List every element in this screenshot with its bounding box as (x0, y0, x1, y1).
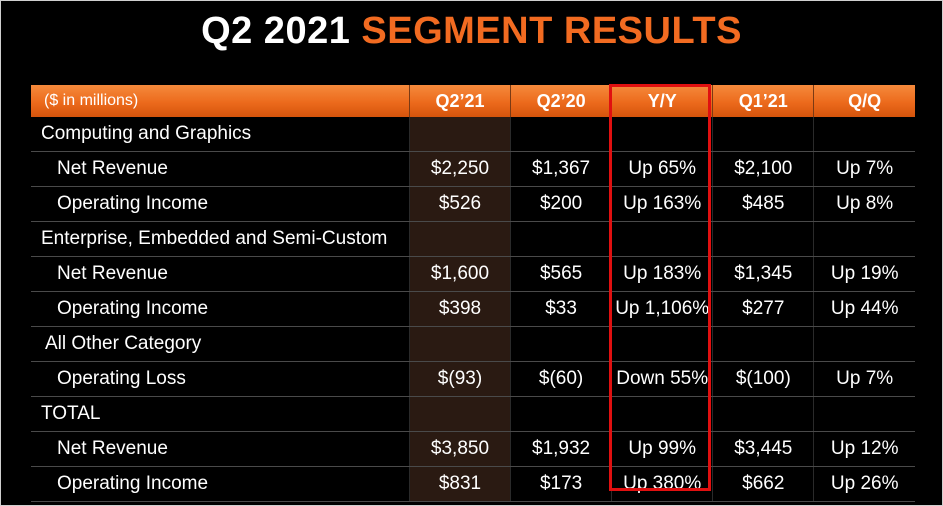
row-label: Enterprise, Embedded and Semi-Custom (31, 221, 410, 257)
row-label: Operating Loss (31, 361, 410, 397)
cell-yy: Down 55% (611, 361, 713, 397)
cell-q2-21: $(93) (408, 361, 511, 397)
cell-qq (813, 326, 915, 362)
cell-q2-21: $2,250 (408, 151, 511, 187)
table-header-row: ($ in millions) Q2’21 Q2’20 Y/Y Q1’21 Q/… (31, 85, 915, 117)
cell-q2-20: $33 (510, 291, 612, 327)
cell-q2-20 (510, 221, 612, 257)
row-label: Net Revenue (31, 431, 410, 467)
cell-qq: Up 7% (813, 361, 915, 397)
header-q1-21: Q1’21 (712, 85, 814, 117)
title-period: Q2 2021 (201, 10, 351, 52)
cell-qq: Up 44% (813, 291, 915, 327)
header-q2-21: Q2’21 (408, 85, 511, 117)
cell-q2-21: $3,850 (408, 431, 511, 467)
cell-q2-20: $565 (510, 256, 612, 292)
section-row-all-other: All Other Category (31, 326, 915, 362)
cell-yy: Up 99% (611, 431, 713, 467)
cell-q2-20: $1,932 (510, 431, 612, 467)
cell-qq: Up 7% (813, 151, 915, 187)
cell-qq (813, 221, 915, 257)
cell-q2-21 (408, 117, 511, 152)
cell-yy (611, 326, 713, 362)
cell-qq (813, 117, 915, 152)
cell-yy: Up 163% (611, 186, 713, 222)
cell-q1-21: $277 (712, 291, 814, 327)
cell-q1-21: $485 (712, 186, 814, 222)
section-row-computing-graphics: Computing and Graphics (31, 117, 915, 152)
header-qq: Q/Q (813, 85, 915, 117)
cell-q1-21 (712, 326, 814, 362)
cell-qq: Up 8% (813, 186, 915, 222)
row-label: Net Revenue (31, 151, 410, 187)
table-row: Net Revenue $2,250 $1,367 Up 65% $2,100 … (31, 151, 915, 187)
cell-q2-21: $831 (408, 466, 511, 502)
cell-q2-20: $1,367 (510, 151, 612, 187)
cell-q1-21: $1,345 (712, 256, 814, 292)
cell-q2-21 (408, 396, 511, 432)
header-q2-20: Q2’20 (510, 85, 612, 117)
table-row: Operating Loss $(93) $(60) Down 55% $(10… (31, 361, 915, 397)
row-label: Operating Income (31, 186, 410, 222)
cell-qq: Up 12% (813, 431, 915, 467)
cell-q1-21: $662 (712, 466, 814, 502)
section-row-enterprise: Enterprise, Embedded and Semi-Custom (31, 221, 915, 257)
cell-yy: Up 1,106% (611, 291, 713, 327)
header-units: ($ in millions) (31, 85, 410, 117)
cell-q2-20: $173 (510, 466, 612, 502)
row-label: All Other Category (31, 326, 410, 362)
table-row: Operating Income $398 $33 Up 1,106% $277… (31, 291, 915, 327)
cell-yy (611, 396, 713, 432)
cell-q2-21: $1,600 (408, 256, 511, 292)
cell-qq (813, 396, 915, 432)
row-label: Computing and Graphics (31, 117, 410, 152)
row-label: TOTAL (31, 396, 410, 432)
row-label: Operating Income (31, 466, 410, 502)
cell-yy: Up 65% (611, 151, 713, 187)
cell-qq: Up 26% (813, 466, 915, 502)
row-label: Operating Income (31, 291, 410, 327)
table-row: Net Revenue $1,600 $565 Up 183% $1,345 U… (31, 256, 915, 292)
slide-title: Q2 2021 SEGMENT RESULTS (0, 10, 943, 53)
cell-q2-21 (408, 221, 511, 257)
cell-q1-21 (712, 396, 814, 432)
cell-q1-21: $2,100 (712, 151, 814, 187)
cell-qq: Up 19% (813, 256, 915, 292)
cell-q2-20 (510, 117, 612, 152)
cell-yy: Up 183% (611, 256, 713, 292)
cell-q1-21 (712, 221, 814, 257)
table-row: Net Revenue $3,850 $1,932 Up 99% $3,445 … (31, 431, 915, 467)
row-label: Net Revenue (31, 256, 410, 292)
cell-q2-21: $526 (408, 186, 511, 222)
cell-yy (611, 221, 713, 257)
cell-q2-20: $(60) (510, 361, 612, 397)
table-row: Operating Income $526 $200 Up 163% $485 … (31, 186, 915, 222)
cell-q2-20: $200 (510, 186, 612, 222)
cell-yy: Up 380% (611, 466, 713, 502)
section-row-total: TOTAL (31, 396, 915, 432)
cell-yy (611, 117, 713, 152)
cell-q1-21: $(100) (712, 361, 814, 397)
cell-q2-21 (408, 326, 511, 362)
cell-q2-20 (510, 326, 612, 362)
title-heading: SEGMENT RESULTS (361, 10, 742, 52)
table-row: Operating Income $831 $173 Up 380% $662 … (31, 466, 915, 502)
cell-q2-21: $398 (408, 291, 511, 327)
cell-q1-21: $3,445 (712, 431, 814, 467)
segment-results-table: ($ in millions) Q2’21 Q2’20 Y/Y Q1’21 Q/… (31, 85, 915, 502)
cell-q1-21 (712, 117, 814, 152)
header-yy: Y/Y (611, 85, 713, 117)
cell-q2-20 (510, 396, 612, 432)
